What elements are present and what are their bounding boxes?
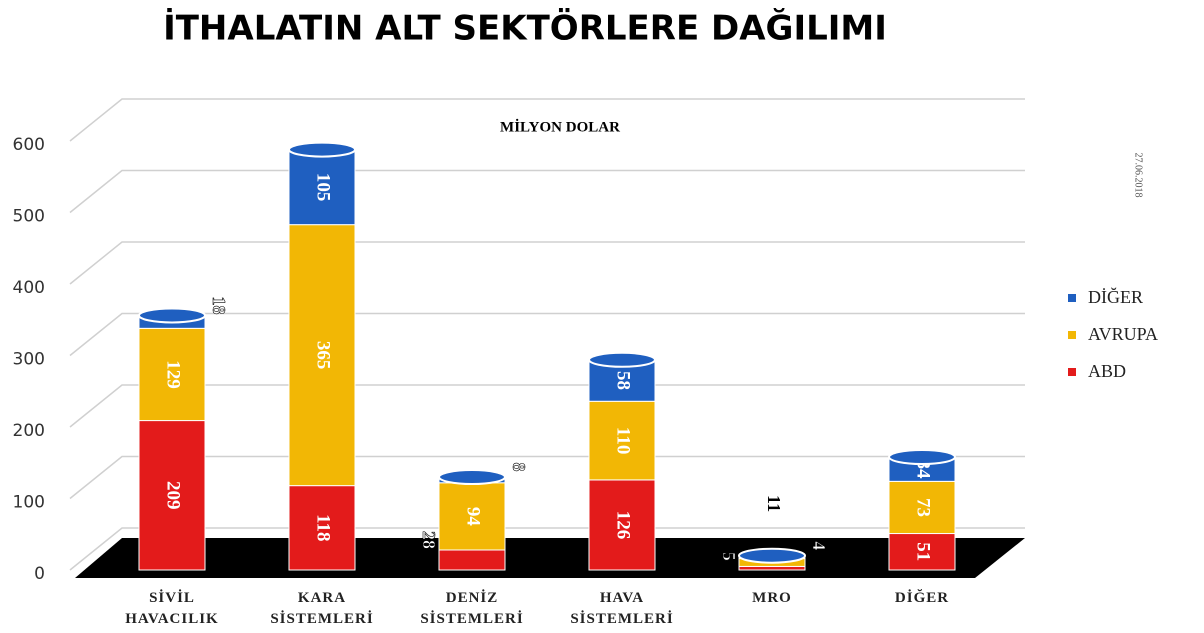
legend-label: DİĞER [1088,286,1143,307]
value-label: 110 [613,427,634,454]
grid-line [69,527,1025,571]
grid-line [69,455,1025,500]
value-label: 73 [913,498,934,517]
bar-segment [438,549,506,571]
legend-label: AVRUPA [1088,324,1158,344]
bar-segment [888,533,956,571]
bar-segment [738,565,806,571]
legend-swatch [1068,331,1076,339]
value-label: 126 [613,511,634,540]
value-label: 58 [613,371,634,390]
bar-top [738,547,806,564]
value-label: 4 [809,541,829,550]
y-tick-label: 300 [13,350,45,370]
bar-segment [138,420,206,571]
grid-line [69,98,1025,142]
grid-line [69,312,1025,357]
value-label: 118 [313,514,334,541]
y-tick-label: 600 [13,135,45,155]
legend-swatch [1068,294,1076,302]
chart-title: İTHALATIN ALT SEKTÖRLERE DAĞILIMI [163,8,887,49]
y-tick-label: 200 [13,421,45,441]
x-tick-label: DENİZ SİSTEMLERİ [420,590,524,627]
bar-top [888,449,956,466]
grid-line [69,384,1025,428]
value-label: 5 [719,552,739,561]
legend-swatch [1068,368,1076,376]
floor [75,538,1025,578]
value-label: 18 [209,296,229,314]
value-label: 105 [313,173,334,202]
bar-top [288,141,356,158]
legend-label: ABD [1088,361,1126,381]
bar-top [438,469,506,486]
x-tick-label: DİĞER [894,590,950,606]
x-tick-label: KARA SİSTEMLERİ [270,590,374,627]
x-tick-label: HAVA SİSTEMLERİ [570,590,674,627]
grid-line [69,241,1025,285]
value-label: 365 [313,341,334,370]
value-label: 8 [509,463,529,472]
value-label: 129 [163,360,184,389]
y-tick-label: 100 [13,493,45,513]
bar-segment [888,480,956,535]
chart-subtitle: MİLYON DOLAR [500,118,620,135]
y-tick-label: 500 [13,207,45,227]
y-tick-label: 0 [34,564,45,584]
y-tick-label: 400 [13,278,45,298]
x-tick-label: MRO [752,590,792,606]
value-label: 94 [463,507,484,527]
x-tick-label: SİVİL HAVACILIK [125,590,219,627]
value-label: 51 [913,542,934,561]
date-note: 27.06.2018 [1133,153,1144,198]
value-label: 11 [764,495,784,512]
bar-top [138,307,206,324]
value-label: 209 [163,481,184,510]
grid-line [69,169,1025,214]
value-label: 28 [419,531,439,549]
bar-top [588,351,656,368]
